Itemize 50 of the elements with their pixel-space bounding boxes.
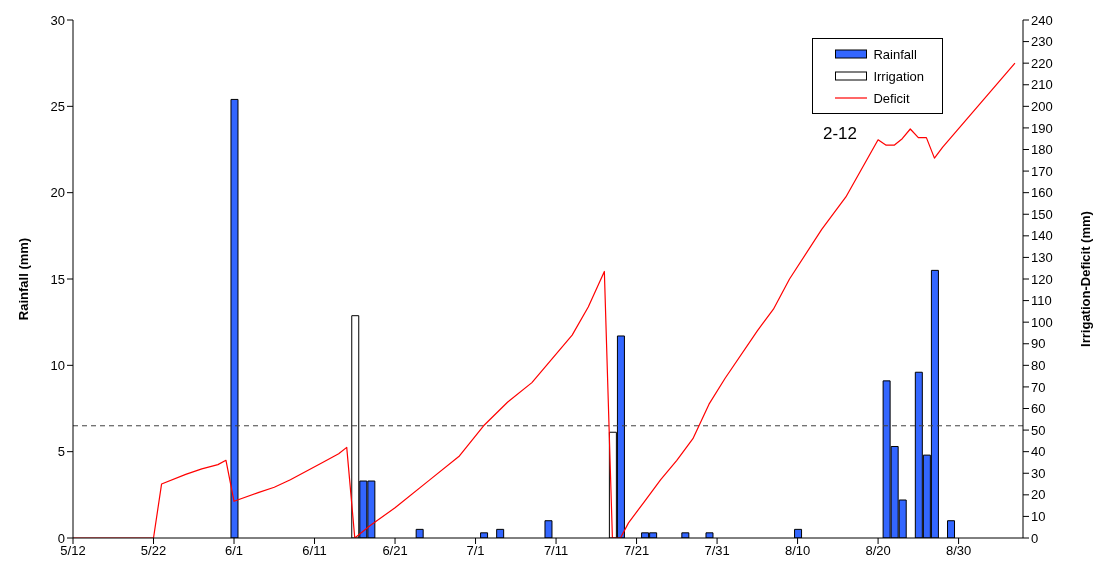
legend-label: Irrigation — [873, 68, 924, 84]
x-tick-label: 6/1 — [224, 543, 244, 559]
x-tick-label: 6/21 — [382, 543, 408, 559]
y-axis-title: Rainfall (mm) — [15, 237, 31, 321]
y2-tick-label: 0 — [1031, 530, 1039, 546]
y2-tick-label: 120 — [1031, 271, 1053, 287]
y2-tick-label: 90 — [1031, 336, 1046, 352]
y2-tick-label: 140 — [1031, 228, 1053, 244]
y2-tick-label: 230 — [1031, 34, 1053, 50]
y2-tick-label: 110 — [1031, 293, 1052, 309]
x-tick-label: 7/1 — [466, 543, 485, 559]
y2-tick-label: 170 — [1031, 163, 1053, 179]
x-tick-label: 7/21 — [623, 543, 650, 559]
y2-tick-label: 10 — [1031, 509, 1046, 525]
y-tick-label: 25 — [50, 98, 65, 114]
y2-tick-label: 130 — [1031, 250, 1053, 266]
y-tick-label: 10 — [50, 357, 65, 373]
y2-tick-label: 40 — [1031, 444, 1046, 460]
legend-label: Deficit — [873, 90, 910, 106]
x-tick-label: 7/11 — [543, 543, 569, 559]
y2-tick-label: 20 — [1031, 487, 1046, 503]
y-tick-label: 5 — [57, 444, 65, 460]
y2-tick-label: 50 — [1031, 422, 1046, 438]
y2-tick-label: 60 — [1031, 401, 1046, 417]
annotation: 2-12 — [823, 124, 858, 144]
y2-tick-label: 30 — [1031, 465, 1046, 481]
x-tick-label: 8/20 — [865, 543, 891, 559]
x-tick-label: 5/12 — [60, 543, 86, 559]
y2-tick-label: 100 — [1031, 314, 1053, 330]
y2-tick-label: 210 — [1031, 77, 1053, 93]
x-tick-label: 7/31 — [704, 543, 730, 559]
y2-tick-label: 190 — [1031, 120, 1053, 136]
y2-axis-title: Irrigation-Deficit (mm) — [1077, 211, 1093, 347]
y2-tick-label: 150 — [1031, 206, 1053, 222]
x-tick-label: 6/11 — [302, 543, 327, 559]
x-tick-label: 8/30 — [945, 543, 972, 559]
y-tick-label: 15 — [50, 271, 65, 287]
y2-tick-label: 80 — [1031, 357, 1046, 373]
legend-label: Rainfall — [873, 46, 917, 62]
y-tick-label: 20 — [50, 185, 65, 201]
y2-tick-label: 200 — [1031, 98, 1053, 114]
y2-tick-label: 70 — [1031, 379, 1046, 395]
y2-tick-label: 220 — [1031, 55, 1053, 71]
y2-tick-label: 160 — [1031, 185, 1053, 201]
y-tick-label: 30 — [50, 12, 65, 28]
y2-tick-label: 240 — [1031, 12, 1053, 28]
x-tick-label: 8/10 — [784, 543, 811, 559]
y2-tick-label: 180 — [1031, 142, 1053, 158]
x-tick-label: 5/22 — [140, 543, 167, 559]
y-tick-label: 0 — [57, 530, 65, 546]
